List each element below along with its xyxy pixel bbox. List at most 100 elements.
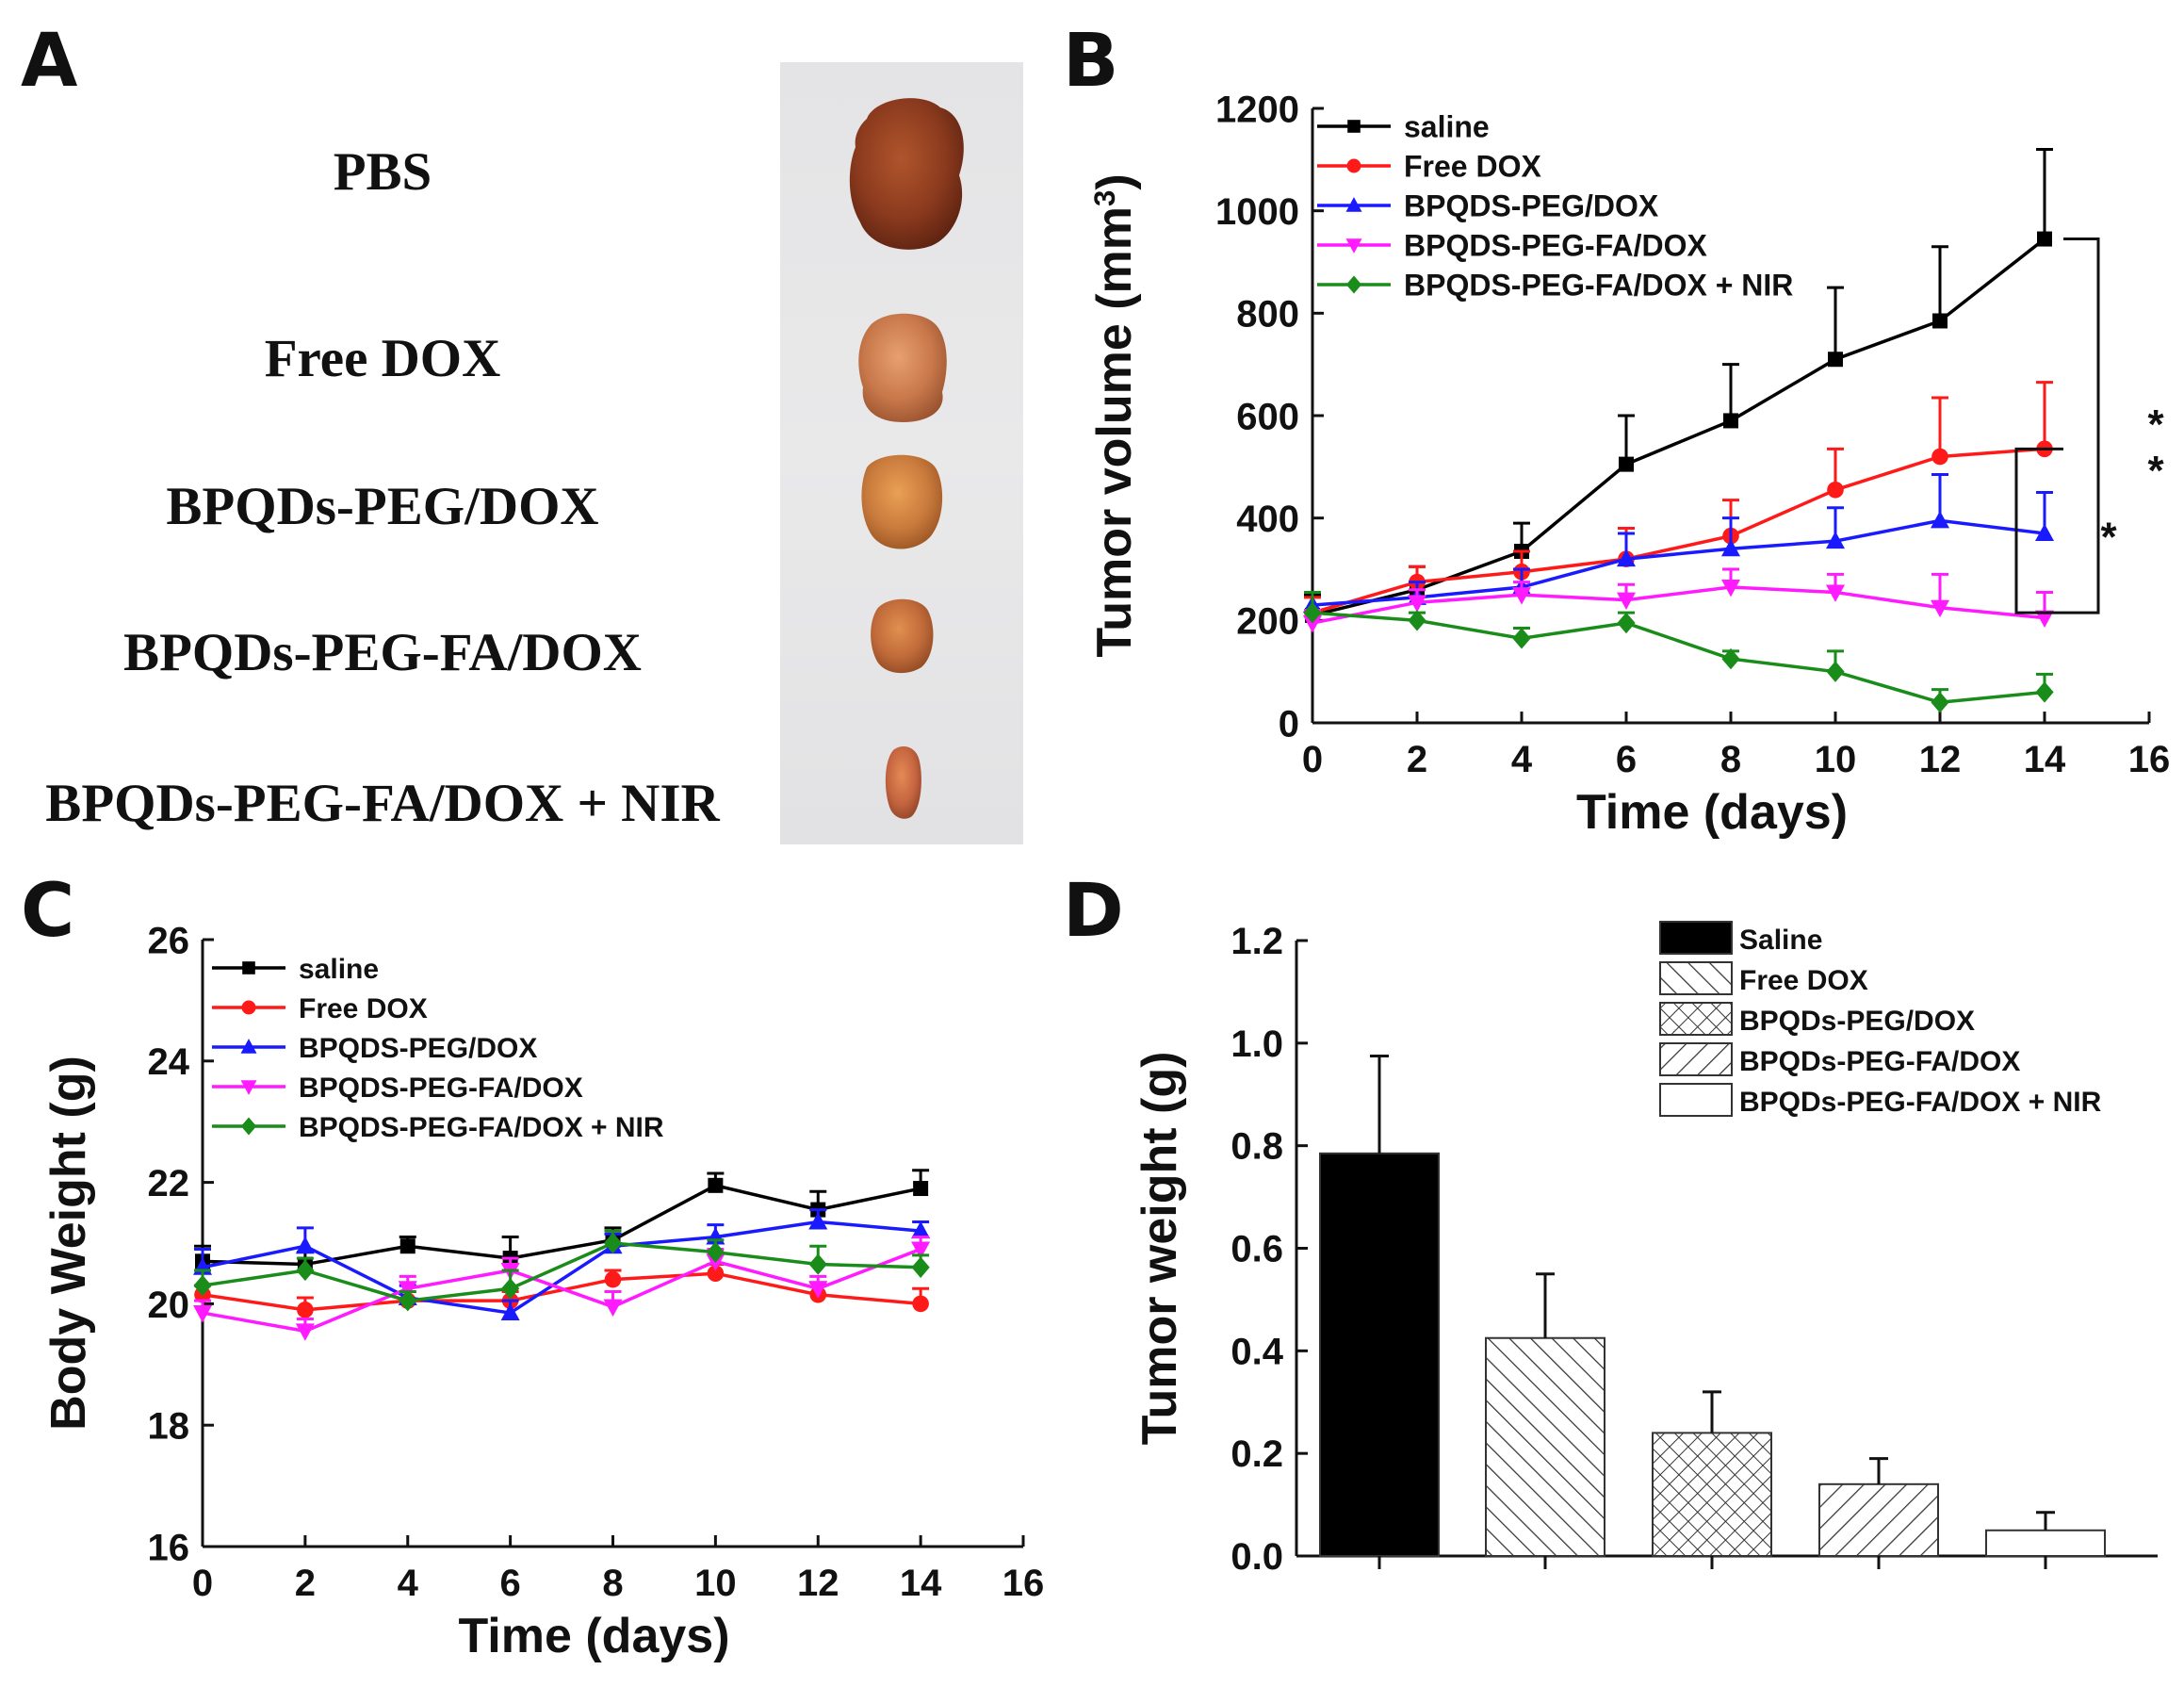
series-line-bpqds-peg-dox (1312, 518, 2045, 607)
tumor-pbs (849, 98, 964, 250)
legend-marker (1347, 120, 1361, 133)
legend-marker (1345, 238, 1362, 254)
y-tick-label-d: 0.2 (1231, 1433, 1283, 1475)
legend-label-bpqds-peg-fa-dox-nir: BPQDS-PEG-FA/DOX + NIR (1404, 269, 1793, 303)
bar-group-bpqds-peg-fa-dox: BPQDs-PEG-FA/DOX (1659, 1042, 2020, 1569)
data-point-bpqds-peg-fa-dox (1826, 584, 1845, 602)
legend-marker (240, 1080, 257, 1095)
data-point-bpqds-peg-fa-dox (295, 1323, 315, 1341)
data-point-bpqds-peg-dox (500, 1302, 520, 1321)
data-point-bpqds-peg-dox (1721, 538, 1740, 557)
x-tick-label-b: 8 (1720, 739, 1741, 780)
data-point-bpqds-peg-fa-dox (1617, 592, 1636, 610)
series-line-bpqds-peg-fa-dox (1312, 585, 2045, 625)
series-line-bpqds-peg-dox (202, 1220, 921, 1315)
legend-label-saline: saline (1404, 110, 1490, 144)
data-point-free-dox (1827, 481, 1844, 499)
y-tick-label-c: 16 (148, 1527, 190, 1568)
data-point-bpqds-peg-dox (1931, 510, 1949, 529)
data-point-bpqds-peg-fa-dox-nir (1826, 661, 1845, 682)
data-point-saline (399, 1238, 416, 1254)
data-point-bpqds-peg-dox (808, 1212, 828, 1230)
legend-marker (240, 1117, 257, 1136)
data-point-bpqds-peg-fa-dox (398, 1281, 417, 1299)
x-tick-label-b: 14 (2024, 739, 2066, 780)
legend-marker (241, 1000, 256, 1015)
y-tick-label-b: 600 (1236, 396, 1299, 437)
data-point-bpqds-peg-dox (911, 1220, 931, 1239)
data-point-bpqds-peg-dox (1617, 549, 1636, 567)
group-label-free-dox: Free DOX (264, 329, 501, 388)
y-tick-label-d: 1.0 (1231, 1023, 1283, 1065)
bar-bpqds-peg-dox (1652, 1432, 1772, 1558)
legend-marker (242, 961, 255, 974)
data-point-bpqds-peg-fa-dox (808, 1281, 828, 1299)
data-point-free-dox (604, 1270, 622, 1288)
data-point-bpqds-peg-fa-dox (1408, 595, 1426, 613)
x-tick-label-c: 4 (398, 1563, 419, 1604)
legend-label-free-dox: Free DOX (299, 993, 428, 1024)
data-point-saline (1723, 413, 1738, 429)
bar-bpqds-peg-fa-dox-nir (1985, 1529, 2106, 1557)
group-label-bpqds-peg-dox: BPQDs-PEG/DOX (166, 477, 599, 536)
significance-star: * (2147, 448, 2164, 494)
data-point-bpqds-peg-fa-dox (1931, 599, 1949, 618)
data-point-bpqds-peg-fa-dox-nir (1303, 601, 1322, 624)
data-point-bpqds-peg-fa-dox (1512, 587, 1531, 605)
x-tick-label-c: 6 (500, 1563, 521, 1604)
y-tick-label-b: 1200 (1215, 89, 1299, 130)
series-line-bpqds-peg-fa-dox-nir (202, 1241, 921, 1302)
series-bpqds-peg-dox-b: BPQDS-PEG/DOX (1303, 189, 2054, 614)
series-saline-b: saline (1304, 110, 2053, 623)
data-point-bpqds-peg-fa-dox-nir (808, 1253, 827, 1275)
series-line-saline (202, 1183, 921, 1267)
x-tick-label-b: 10 (1815, 739, 1857, 780)
y-tick-label-b: 0 (1279, 703, 1299, 745)
legend-label-saline: saline (299, 954, 379, 985)
legend-label-free-dox: Free DOX (1739, 965, 1868, 996)
legend-label-bpqds-peg-fa-dox-nir: BPQDs-PEG-FA/DOX + NIR (1739, 1087, 2102, 1118)
data-point-free-dox (912, 1295, 929, 1313)
legend-label-bpqds-peg-dox: BPQDS-PEG/DOX (299, 1033, 537, 1064)
data-point-bpqds-peg-fa-dox-nir (1721, 647, 1740, 670)
y-tick-label-b: 400 (1236, 499, 1299, 540)
tumor-bpqds-peg-fa-dox-nir (885, 746, 921, 819)
legend-swatch (1659, 961, 1733, 995)
x-axis-label-c: Time (days) (458, 1609, 729, 1663)
y-tick-label-d: 0.6 (1231, 1229, 1283, 1270)
legend-label-bpqds-peg-dox: BPQDS-PEG/DOX (1404, 189, 1659, 223)
series-bpqds-peg-fa-dox-nir-b: BPQDS-PEG-FA/DOX + NIR (1303, 269, 2054, 713)
legend-label-bpqds-peg-fa-dox: BPQDS-PEG-FA/DOX (1404, 229, 1707, 263)
y-axis-label-c: Body Weight (g) (41, 1056, 96, 1431)
data-point-bpqds-peg-fa-dox (193, 1305, 212, 1323)
x-tick-label-c: 2 (295, 1563, 316, 1604)
bar-group-bpqds-peg-dox: BPQDs-PEG/DOX (1652, 1002, 1975, 1569)
x-tick-label-b: 2 (1407, 739, 1427, 780)
data-point-bpqds-peg-fa-dox-nir (706, 1241, 725, 1263)
x-tick-label-b: 6 (1616, 739, 1637, 780)
group-label-pbs: PBS (333, 142, 432, 202)
series-bpqds-peg-fa-dox-nir-c: BPQDS-PEG-FA/DOX + NIR (193, 1112, 930, 1312)
significance-star: * (2147, 401, 2164, 448)
legend-label-bpqds-peg-dox: BPQDs-PEG/DOX (1739, 1006, 1975, 1037)
bar-free-dox (1485, 1336, 1605, 1557)
data-point-saline (2037, 231, 2052, 247)
tumor-photo (780, 62, 1023, 844)
group-label-bpqds-peg-fa-dox-nir: BPQDs-PEG-FA/DOX + NIR (45, 774, 720, 833)
data-point-bpqds-peg-dox (295, 1236, 315, 1254)
legend-marker (1346, 158, 1361, 173)
data-point-bpqds-peg-dox (2035, 523, 2054, 541)
legend-swatch (1659, 1083, 1733, 1117)
legend-marker (1345, 275, 1362, 294)
significance-star: * (2100, 515, 2117, 561)
data-point-bpqds-peg-fa-dox-nir (911, 1256, 930, 1278)
y-tick-label-d: 1.2 (1231, 921, 1283, 962)
series-line-saline (1312, 237, 2046, 617)
legend-label-free-dox: Free DOX (1404, 150, 1541, 184)
data-point-bpqds-peg-fa-dox-nir (296, 1259, 315, 1282)
data-point-bpqds-peg-fa-dox-nir (1617, 612, 1636, 634)
x-tick-label-c: 10 (694, 1563, 737, 1604)
data-point-bpqds-peg-dox (1826, 531, 1845, 549)
data-point-saline (1828, 352, 1843, 368)
